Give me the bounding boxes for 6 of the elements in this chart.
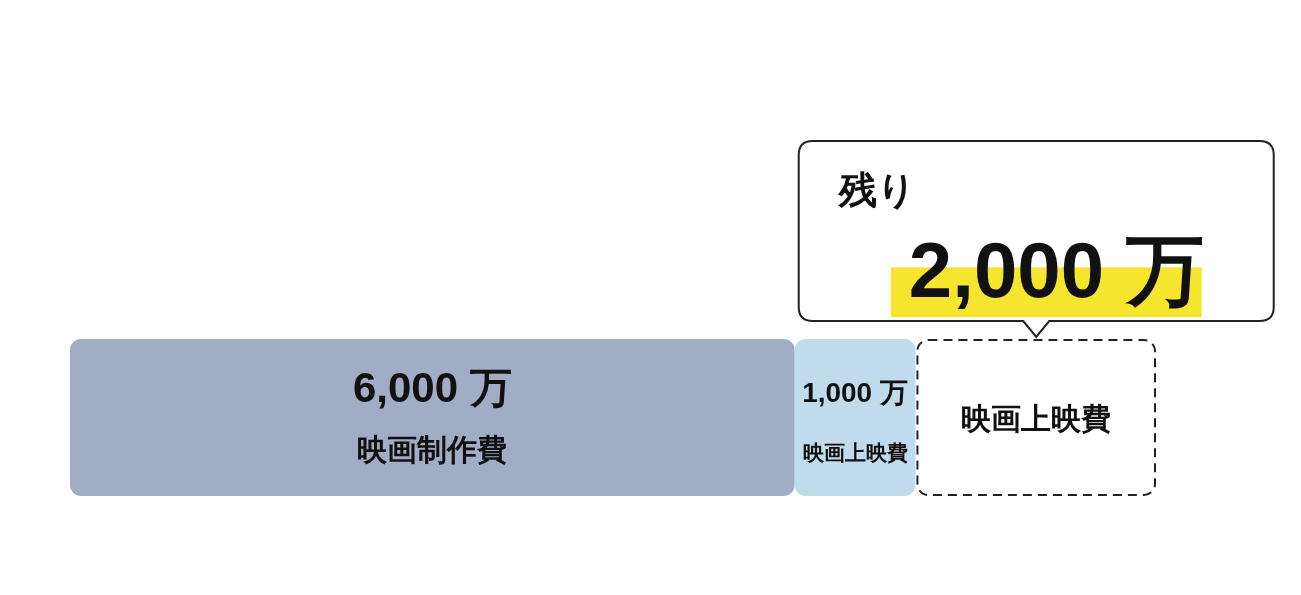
- data-label: 6,000 万: [352, 363, 512, 411]
- series-label: 映画上映費: [961, 401, 1112, 435]
- series-label: 映画上映費: [802, 440, 908, 464]
- data-label: 1,000 万: [802, 376, 908, 408]
- text: 残り: [836, 169, 916, 211]
- series-label: 映画制作費: [357, 432, 508, 466]
